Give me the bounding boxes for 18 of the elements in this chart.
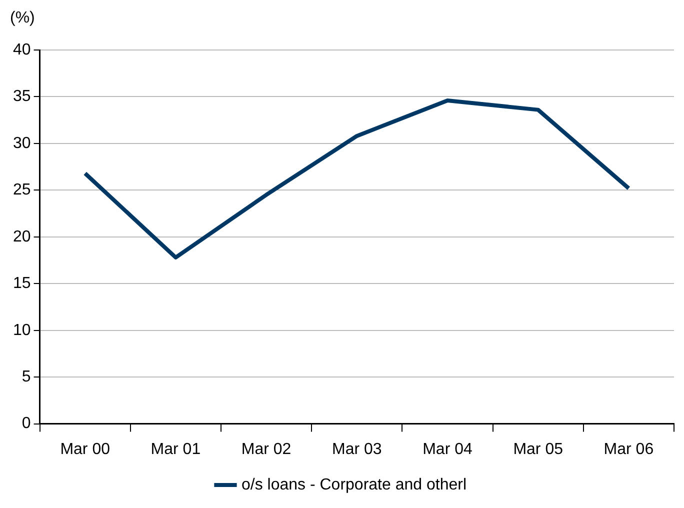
y-tick-label: 0 <box>22 415 31 432</box>
y-tick-label: 20 <box>13 228 31 246</box>
x-tick-label: Mar 05 <box>513 440 564 458</box>
y-tick-label: 5 <box>22 368 31 386</box>
x-tick-label: Mar 04 <box>422 440 472 458</box>
y-axis-title: (%) <box>10 9 35 26</box>
y-tick-label: 40 <box>13 41 31 58</box>
y-tick-label: 15 <box>13 275 31 292</box>
y-tick-label: 35 <box>13 88 31 106</box>
y-tick-label: 25 <box>13 182 31 199</box>
x-tick-label: Mar 03 <box>332 440 382 458</box>
x-tick-label: Mar 00 <box>60 440 110 458</box>
y-tick-label: 10 <box>13 322 31 339</box>
x-tick-label: Mar 01 <box>150 440 201 458</box>
x-tick-label: Mar 06 <box>604 440 654 458</box>
legend-label: o/s loans - Corporate and otherl <box>241 476 467 494</box>
y-tick-label: 30 <box>13 134 31 152</box>
x-tick-label: Mar 02 <box>241 440 292 458</box>
